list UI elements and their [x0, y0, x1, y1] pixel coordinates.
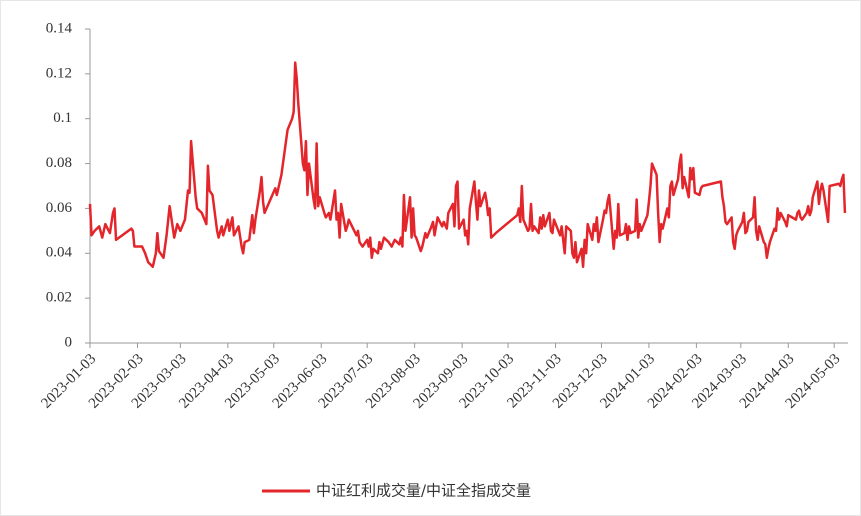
y-tick-label: 0.08	[46, 155, 72, 171]
y-tick-label: 0.1	[53, 110, 72, 126]
legend-label: 中证红利成交量/中证全指成交量	[316, 482, 531, 500]
y-tick-label: 0	[65, 334, 73, 350]
y-tick-label: 0.04	[46, 245, 73, 261]
data-line	[88, 61, 847, 268]
y-tick-label: 0.12	[46, 65, 72, 81]
y-tick-label: 0.06	[46, 200, 73, 216]
y-tick-label: 0.02	[46, 290, 72, 306]
y-tick-label: 0.14	[46, 20, 73, 36]
